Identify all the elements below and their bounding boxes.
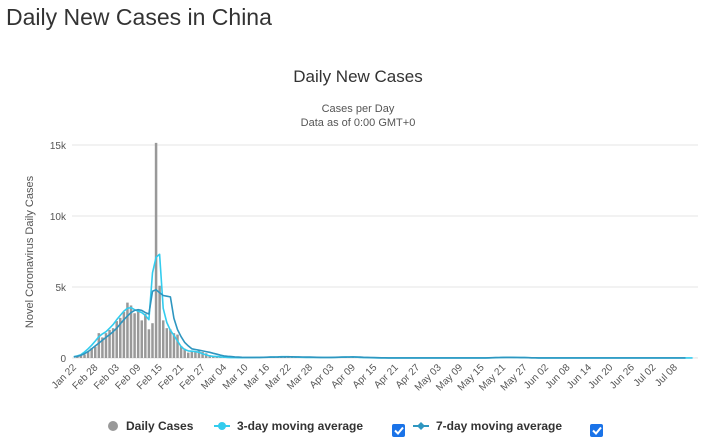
daily-cases-bar [140, 320, 144, 358]
y-tick-labels: 0 5k 10k 15k [50, 141, 67, 365]
daily-cases-bar [115, 321, 118, 358]
y-tick-label: 0 [60, 354, 66, 365]
y-tick-label: 10k [50, 212, 67, 223]
daily-cases-bar [76, 356, 79, 358]
chart-subtitle-line2: Data as of 0:00 GMT+0 [301, 117, 416, 129]
daily-cases-bar [176, 334, 179, 358]
y-axis-title: Novel Coronavirus Daily Cases [24, 175, 36, 328]
daily-cases-bar [212, 356, 215, 358]
check-icon [592, 426, 602, 435]
legend-item-daily-cases[interactable]: Daily Cases [108, 419, 194, 433]
daily-cases-bar [144, 313, 147, 358]
daily-cases-bar [169, 329, 172, 358]
daily-cases-bar [197, 349, 201, 358]
legend-label: 7-day moving average [436, 419, 562, 433]
daily-cases-bar [122, 311, 126, 358]
daily-cases-bar [86, 351, 90, 358]
daily-cases-bar [179, 345, 183, 358]
daily-cases-bar [97, 333, 101, 358]
checkbox-7-day-average[interactable] [590, 424, 603, 437]
x-tick-label: Jul 02 [632, 362, 659, 389]
chart-subtitle-line1: Cases per Day [322, 103, 395, 115]
daily-cases-bar [111, 328, 115, 358]
daily-cases-bar [154, 142, 158, 358]
legend-marker-dot [218, 422, 226, 430]
daily-cases-bar [147, 329, 151, 358]
daily-cases-bar [83, 354, 86, 358]
daily-cases-bar [133, 313, 136, 358]
moving-average-lines [73, 253, 693, 359]
legend-item-7-day-average[interactable]: 7-day moving average [413, 419, 562, 433]
daily-cases-bars [76, 142, 698, 358]
daily-cases-bar [165, 328, 169, 358]
chart-title: Daily New Cases [293, 67, 422, 86]
daily-cases-bar [129, 305, 133, 358]
daily-cases-bar [126, 302, 129, 358]
daily-cases-bar [194, 351, 197, 358]
daily-cases-bar [90, 348, 93, 358]
legend-label: 3-day moving average [237, 419, 363, 433]
daily-cases-bar [101, 337, 104, 358]
daily-cases-bar [187, 352, 190, 358]
x-tick-label: Jun 26 [608, 362, 637, 391]
daily-cases-bar [190, 350, 194, 358]
chart-legend: Daily Cases 3-day moving average 7-day mov… [108, 419, 603, 437]
grid-lines [72, 144, 698, 359]
y-tick-label: 15k [50, 141, 67, 152]
check-icon [394, 426, 404, 435]
legend-item-3-day-average[interactable]: 3-day moving average [214, 419, 363, 433]
daily-cases-bar [201, 352, 204, 358]
daily-cases-bar [93, 346, 97, 358]
daily-cases-bar [79, 355, 83, 358]
daily-cases-bar [161, 320, 165, 358]
legend-marker-diamond [417, 422, 425, 430]
daily-cases-bar [151, 323, 154, 358]
daily-cases-bar [172, 333, 176, 358]
daily-cases-bar [158, 285, 161, 358]
daily-cases-bar [104, 333, 108, 358]
seven-day-average-line [73, 288, 686, 359]
daily-cases-bar [136, 310, 140, 358]
legend-label: Daily Cases [126, 419, 194, 433]
legend-marker-circle [108, 421, 118, 431]
page-title: Daily New Cases in China [6, 4, 272, 30]
checkbox-3-day-average[interactable] [392, 424, 405, 437]
y-tick-label: 5k [55, 283, 67, 294]
daily-cases-bar [183, 348, 186, 358]
x-tick-label: Jul 08 [653, 362, 680, 389]
daily-cases-bar [119, 317, 122, 358]
daily-cases-bar [108, 329, 111, 358]
